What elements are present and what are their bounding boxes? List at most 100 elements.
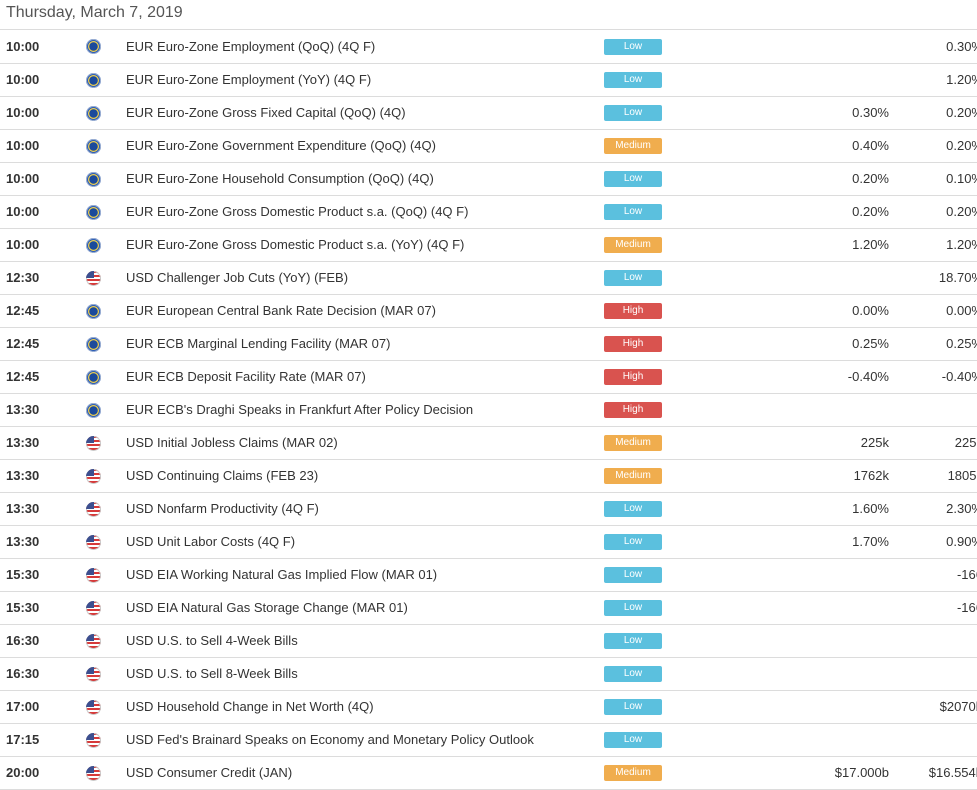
event-name[interactable]: EUR ECB's Draghi Speaks in Frankfurt Aft…: [126, 393, 604, 427]
event-name[interactable]: USD Household Change in Net Worth (4Q): [126, 690, 604, 724]
importance-cell: Low: [604, 723, 794, 757]
currency-flag-cell: [86, 657, 126, 691]
forecast-value: -0.40%: [794, 360, 889, 394]
us-flag-icon: [86, 699, 101, 715]
event-time: 10:00: [0, 228, 86, 262]
currency-flag-cell: [86, 756, 126, 790]
forecast-value: $17.000b: [794, 756, 889, 790]
importance-badge: Low: [604, 38, 662, 55]
forecast-value: 0.00%: [794, 294, 889, 328]
calendar-row[interactable]: 13:30 USD Continuing Claims (FEB 23) Mediu…: [0, 459, 977, 493]
calendar-row[interactable]: 10:00 EUR Euro-Zone Employment (QoQ) (4Q …: [0, 30, 977, 64]
calendar-row[interactable]: 10:00 EUR Euro-Zone Employment (YoY) (4Q …: [0, 63, 977, 97]
event-name[interactable]: USD EIA Working Natural Gas Implied Flow…: [126, 558, 604, 592]
calendar-row[interactable]: 12:45 EUR European Central Bank Rate Deci…: [0, 294, 977, 328]
previous-value: [889, 723, 977, 757]
importance-badge: Medium: [604, 467, 662, 484]
forecast-value: 0.25%: [794, 327, 889, 361]
event-name[interactable]: USD U.S. to Sell 4-Week Bills: [126, 624, 604, 658]
event-time: 13:30: [0, 426, 86, 460]
importance-badge: High: [604, 401, 662, 418]
calendar-row[interactable]: 10:00 EUR Euro-Zone Gross Fixed Capital (…: [0, 96, 977, 130]
event-name[interactable]: EUR ECB Deposit Facility Rate (MAR 07): [126, 360, 604, 394]
importance-cell: Medium: [604, 426, 794, 460]
event-name[interactable]: USD Consumer Credit (JAN): [126, 756, 604, 790]
calendar-row[interactable]: 17:00 USD Household Change in Net Worth (…: [0, 690, 977, 724]
eu-flag-icon: [86, 369, 101, 385]
event-name[interactable]: USD Unit Labor Costs (4Q F): [126, 525, 604, 559]
event-name[interactable]: EUR Euro-Zone Employment (QoQ) (4Q F): [126, 30, 604, 64]
event-time: 10:00: [0, 162, 86, 196]
previous-value: [889, 393, 977, 427]
calendar-row[interactable]: 16:30 USD U.S. to Sell 8-Week Bills Low: [0, 657, 977, 691]
importance-badge: High: [604, 335, 662, 352]
previous-value: -166: [889, 591, 977, 625]
event-name[interactable]: EUR European Central Bank Rate Decision …: [126, 294, 604, 328]
importance-badge: Low: [604, 269, 662, 286]
calendar-row[interactable]: 12:45 EUR ECB Marginal Lending Facility (…: [0, 327, 977, 361]
calendar-row[interactable]: 13:30 USD Unit Labor Costs (4Q F) Low 1.70%…: [0, 525, 977, 559]
event-name[interactable]: USD EIA Natural Gas Storage Change (MAR …: [126, 591, 604, 625]
calendar-row[interactable]: 10:00 EUR Euro-Zone Gross Domestic Produc…: [0, 195, 977, 229]
event-time: 13:30: [0, 492, 86, 526]
calendar-row[interactable]: 15:30 USD EIA Natural Gas Storage Change …: [0, 591, 977, 625]
event-name[interactable]: EUR Euro-Zone Household Consumption (QoQ…: [126, 162, 604, 196]
event-name[interactable]: USD U.S. to Sell 8-Week Bills: [126, 657, 604, 691]
calendar-row[interactable]: 13:30 USD Initial Jobless Claims (MAR 02)…: [0, 426, 977, 460]
calendar-row[interactable]: 13:30 EUR ECB's Draghi Speaks in Frankfur…: [0, 393, 977, 427]
event-name[interactable]: EUR Euro-Zone Government Expenditure (Qo…: [126, 129, 604, 163]
currency-flag-cell: [86, 459, 126, 493]
event-name[interactable]: USD Fed's Brainard Speaks on Economy and…: [126, 723, 604, 757]
calendar-row[interactable]: 13:30 USD Nonfarm Productivity (4Q F) Low 1…: [0, 492, 977, 526]
event-time: 16:30: [0, 624, 86, 658]
event-time: 20:00: [0, 756, 86, 790]
eu-flag-icon: [86, 303, 101, 319]
event-name[interactable]: EUR Euro-Zone Gross Domestic Product s.a…: [126, 228, 604, 262]
event-name[interactable]: EUR Euro-Zone Gross Domestic Product s.a…: [126, 195, 604, 229]
previous-value: 0.10%: [889, 162, 977, 196]
currency-flag-cell: [86, 426, 126, 460]
eu-flag-icon: [86, 402, 101, 418]
event-name[interactable]: EUR Euro-Zone Gross Fixed Capital (QoQ) …: [126, 96, 604, 130]
currency-flag-cell: [86, 525, 126, 559]
importance-cell: High: [604, 360, 794, 394]
us-flag-icon: [86, 534, 101, 550]
event-name[interactable]: USD Nonfarm Productivity (4Q F): [126, 492, 604, 526]
previous-value: $16.554b: [889, 756, 977, 790]
currency-flag-cell: [86, 195, 126, 229]
us-flag-icon: [86, 468, 101, 484]
eu-flag-icon: [86, 204, 101, 220]
importance-cell: Medium: [604, 228, 794, 262]
calendar-row[interactable]: 10:00 EUR Euro-Zone Household Consumption…: [0, 162, 977, 196]
calendar-rows: 10:00 EUR Euro-Zone Employment (QoQ) (4Q …: [0, 30, 977, 790]
importance-cell: Low: [604, 261, 794, 295]
event-name[interactable]: USD Challenger Job Cuts (YoY) (FEB): [126, 261, 604, 295]
calendar-row[interactable]: 20:00 USD Consumer Credit (JAN) Medium $17.…: [0, 756, 977, 790]
event-name[interactable]: EUR ECB Marginal Lending Facility (MAR 0…: [126, 327, 604, 361]
calendar-row[interactable]: 12:45 EUR ECB Deposit Facility Rate (MAR …: [0, 360, 977, 394]
previous-value: 0.00%: [889, 294, 977, 328]
importance-cell: Medium: [604, 129, 794, 163]
forecast-value: 0.20%: [794, 195, 889, 229]
event-time: 10:00: [0, 30, 86, 64]
event-name[interactable]: USD Initial Jobless Claims (MAR 02): [126, 426, 604, 460]
us-flag-icon: [86, 633, 101, 649]
event-time: 10:00: [0, 96, 86, 130]
calendar-row[interactable]: 15:30 USD EIA Working Natural Gas Implied…: [0, 558, 977, 592]
calendar-row[interactable]: 17:15 USD Fed's Brainard Speaks on Econom…: [0, 723, 977, 757]
currency-flag-cell: [86, 129, 126, 163]
previous-value: [889, 624, 977, 658]
calendar-row[interactable]: 10:00 EUR Euro-Zone Government Expenditur…: [0, 129, 977, 163]
calendar-row[interactable]: 16:30 USD U.S. to Sell 4-Week Bills Low: [0, 624, 977, 658]
event-time: 15:30: [0, 591, 86, 625]
previous-value: 0.25%: [889, 327, 977, 361]
calendar-row[interactable]: 10:00 EUR Euro-Zone Gross Domestic Produc…: [0, 228, 977, 262]
currency-flag-cell: [86, 327, 126, 361]
forecast-value: [794, 591, 889, 625]
event-time: 15:30: [0, 558, 86, 592]
event-time: 12:45: [0, 360, 86, 394]
calendar-row[interactable]: 12:30 USD Challenger Job Cuts (YoY) (FEB)…: [0, 261, 977, 295]
event-name[interactable]: EUR Euro-Zone Employment (YoY) (4Q F): [126, 63, 604, 97]
event-name[interactable]: USD Continuing Claims (FEB 23): [126, 459, 604, 493]
event-time: 12:45: [0, 327, 86, 361]
